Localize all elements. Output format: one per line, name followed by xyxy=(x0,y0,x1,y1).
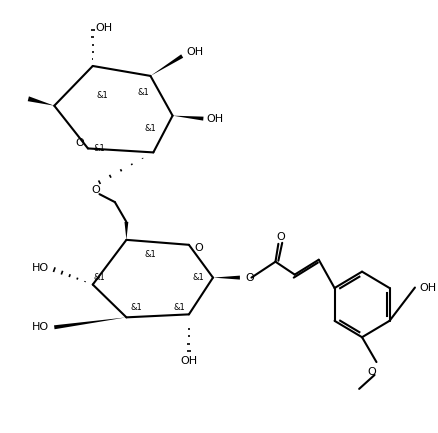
Text: HO: HO xyxy=(32,322,49,332)
Text: OH: OH xyxy=(186,47,203,57)
Text: &1: &1 xyxy=(93,144,105,153)
Text: O: O xyxy=(194,243,202,253)
Text: O: O xyxy=(245,273,254,283)
Text: O: O xyxy=(91,185,100,195)
Text: O: O xyxy=(367,367,375,377)
Text: &1: &1 xyxy=(93,273,105,282)
Text: &1: &1 xyxy=(130,303,141,312)
Text: OH: OH xyxy=(206,113,223,124)
Text: &1: &1 xyxy=(96,91,108,100)
Polygon shape xyxy=(124,222,128,240)
Text: &1: &1 xyxy=(173,303,185,312)
Polygon shape xyxy=(150,54,183,76)
Polygon shape xyxy=(172,116,203,121)
Text: HO: HO xyxy=(32,263,49,273)
Text: OH: OH xyxy=(95,23,113,33)
Text: O: O xyxy=(276,232,284,242)
Polygon shape xyxy=(54,317,126,329)
Text: OH: OH xyxy=(180,356,197,366)
Text: &1: &1 xyxy=(138,88,149,97)
Text: &1: &1 xyxy=(144,250,156,259)
Text: &1: &1 xyxy=(144,124,156,133)
Polygon shape xyxy=(28,97,54,106)
Text: OH: OH xyxy=(419,283,436,293)
Text: &1: &1 xyxy=(192,273,204,282)
Polygon shape xyxy=(212,276,239,280)
Text: O: O xyxy=(75,139,84,149)
